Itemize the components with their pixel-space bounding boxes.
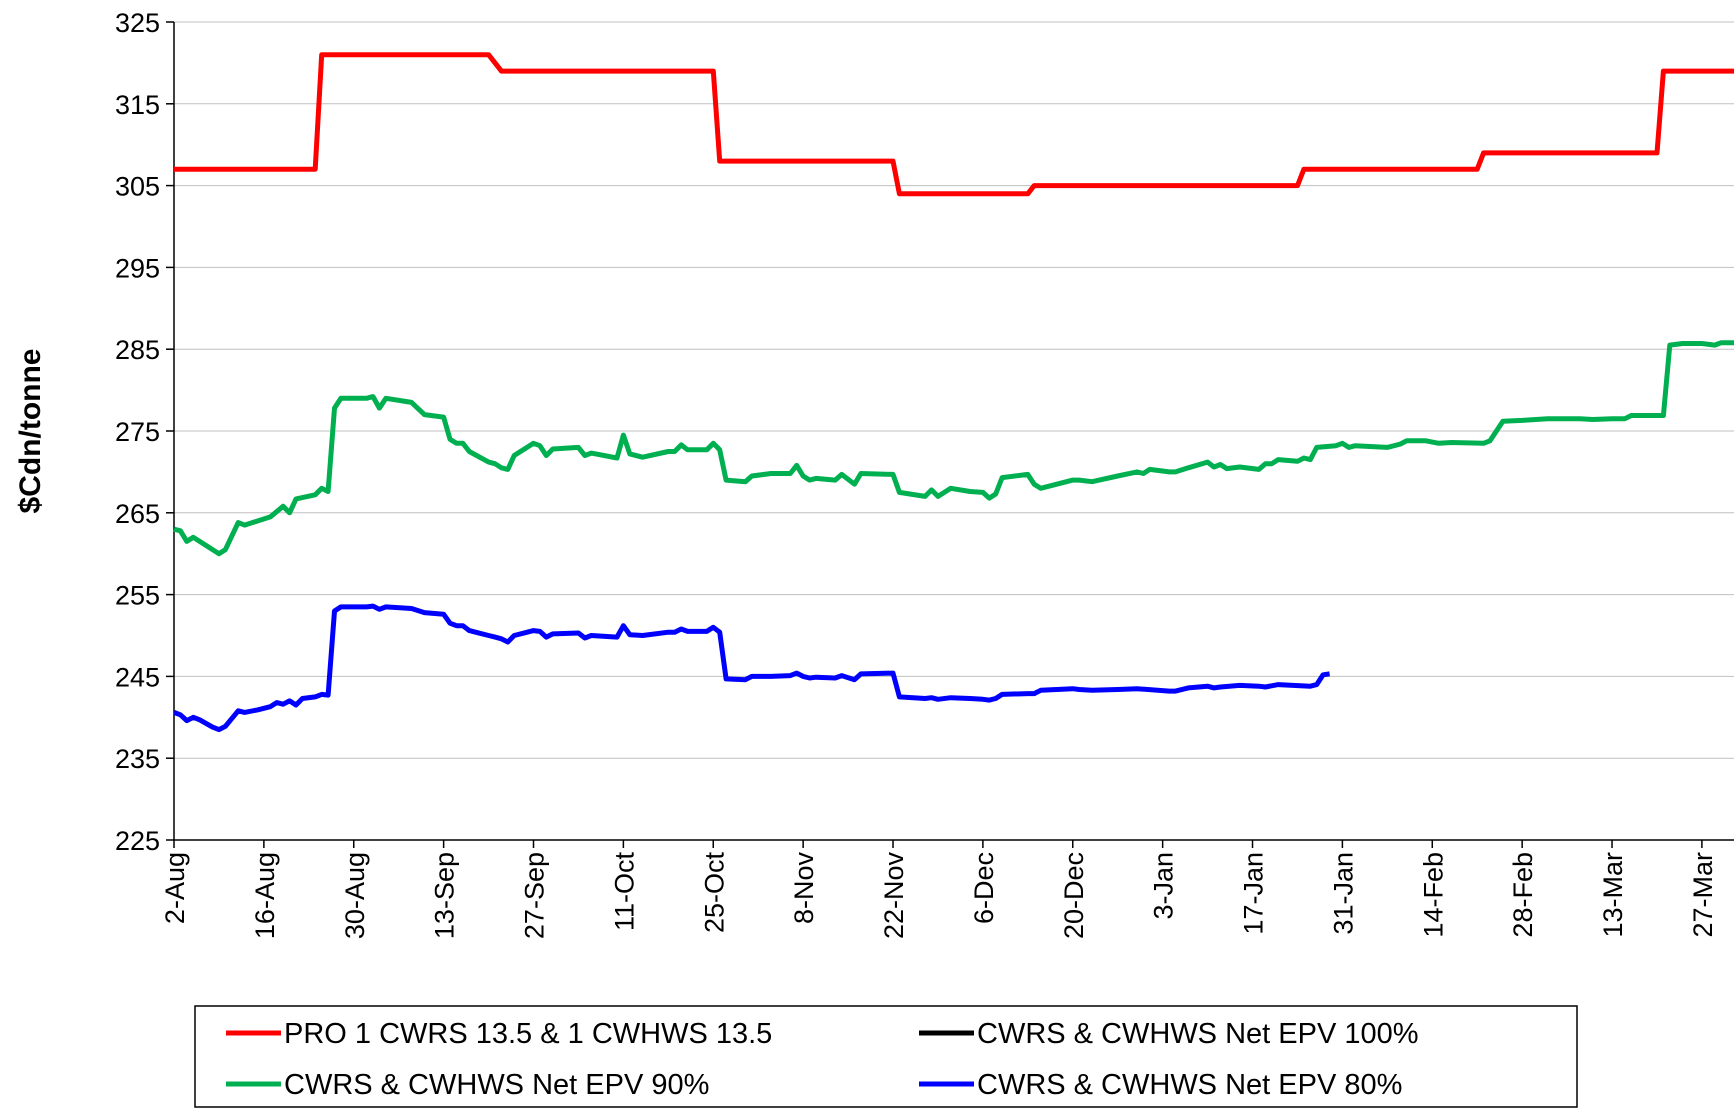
y-axis-label: $Cdn/tonne xyxy=(14,349,47,514)
legend-label: CWRS & CWHWS Net EPV 100% xyxy=(977,1018,1419,1050)
y-tick-label: 315 xyxy=(115,90,160,120)
legend-label: CWRS & CWHWS Net EPV 90% xyxy=(284,1069,709,1101)
x-tick-label: 27-Mar xyxy=(1688,852,1718,938)
x-tick-label: 17-Jan xyxy=(1239,852,1269,935)
y-tick-label: 325 xyxy=(115,8,160,38)
x-tick-label: 31-Jan xyxy=(1328,852,1358,935)
y-tick-label: 245 xyxy=(115,662,160,692)
x-tick-label: 28-Feb xyxy=(1508,852,1538,938)
x-tick-label: 13-Sep xyxy=(430,852,460,939)
y-tick-label: 255 xyxy=(115,581,160,611)
x-tick-label: 16-Aug xyxy=(250,852,280,939)
x-tick-label: 27-Sep xyxy=(520,852,550,939)
legend-label: PRO 1 CWRS 13.5 & 1 CWHWS 13.5 xyxy=(284,1018,772,1050)
x-tick-label: 30-Aug xyxy=(340,852,370,939)
x-tick-label: 13-Mar xyxy=(1598,852,1628,938)
x-tick-label: 25-Oct xyxy=(699,852,729,934)
y-tick-label: 295 xyxy=(115,253,160,283)
x-tick-label: 8-Nov xyxy=(789,852,819,925)
series-line xyxy=(173,340,1734,557)
legend-label: CWRS & CWHWS Net EPV 80% xyxy=(977,1069,1402,1101)
legend-box xyxy=(194,1005,1578,1108)
y-tick-label: 265 xyxy=(115,499,160,529)
x-tick-label: 14-Feb xyxy=(1418,852,1448,938)
x-tick-label: 11-Oct xyxy=(609,852,639,932)
x-tick-label: 20-Dec xyxy=(1059,852,1089,939)
x-tick-label: 6-Dec xyxy=(969,852,999,924)
y-tick-label: 225 xyxy=(115,826,160,856)
y-tick-label: 285 xyxy=(115,335,160,365)
x-tick-label: 2-Aug xyxy=(160,852,190,924)
series-line xyxy=(173,603,1330,733)
y-tick-label: 305 xyxy=(115,172,160,202)
y-tick-label: 235 xyxy=(115,744,160,774)
series-line xyxy=(174,52,1734,197)
x-tick-label: 22-Nov xyxy=(879,852,909,940)
y-tick-label: 275 xyxy=(115,417,160,447)
x-tick-label: 3-Jan xyxy=(1149,852,1179,920)
